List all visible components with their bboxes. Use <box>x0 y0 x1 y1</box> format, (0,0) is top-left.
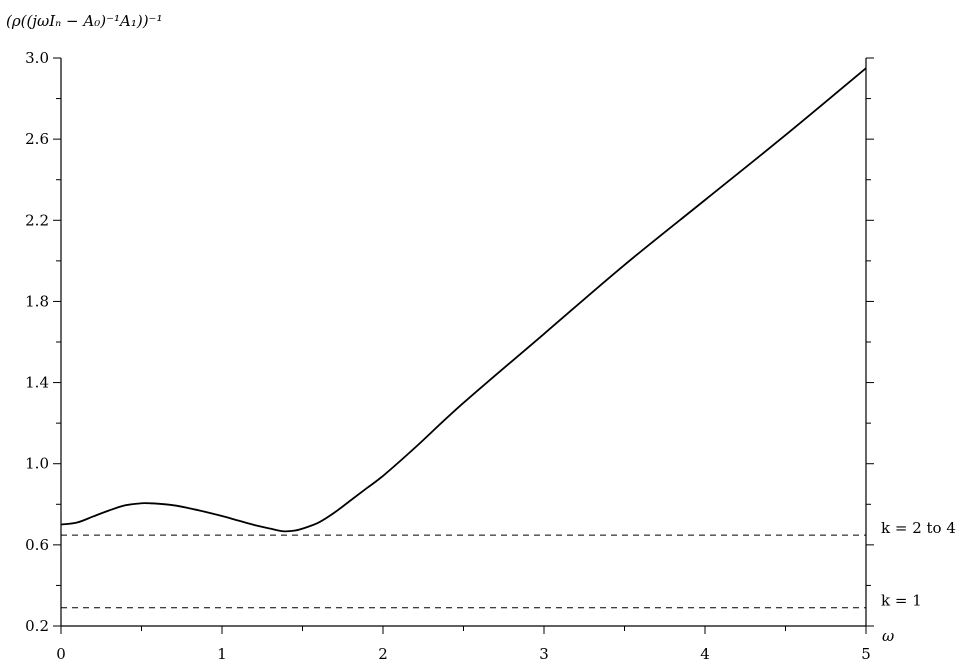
tick-labels: 0.2 0.6 1.0 1.4 1.8 2.2 2.6 3.0 0 1 2 3 4 5 <box>25 49 871 663</box>
y-tick-label: 3.0 <box>25 49 49 67</box>
x-tick-label: 5 <box>861 645 871 663</box>
x-tick-label: 3 <box>539 645 549 663</box>
x-tick-label: 1 <box>217 645 227 663</box>
y-tick-label: 2.2 <box>25 211 49 229</box>
annotations: k = 2 to 4 k = 1 <box>881 519 956 610</box>
x-axis-label: ω <box>882 627 894 645</box>
reference-lines <box>61 534 866 609</box>
axes <box>60 58 867 627</box>
reference-line-label: k = 1 <box>881 592 922 610</box>
y-tick-label: 1.8 <box>25 292 49 310</box>
y-tick-label: 2.6 <box>25 130 49 148</box>
x-tick-label: 0 <box>56 645 66 663</box>
x-tick-label: 4 <box>700 645 710 663</box>
y-axis-label: (ρ((jωIₙ − A₀)⁻¹A₁))⁻¹ <box>6 12 162 30</box>
y-tick-label: 1.4 <box>25 374 49 392</box>
series-line <box>60 67 867 533</box>
x-tick-label: 2 <box>378 645 388 663</box>
ticks <box>53 57 874 634</box>
y-tick-label: 0.2 <box>25 617 49 635</box>
y-tick-label: 1.0 <box>25 455 49 473</box>
reference-line-label: k = 2 to 4 <box>881 519 956 537</box>
series <box>60 67 867 533</box>
y-tick-label: 0.6 <box>25 536 49 554</box>
